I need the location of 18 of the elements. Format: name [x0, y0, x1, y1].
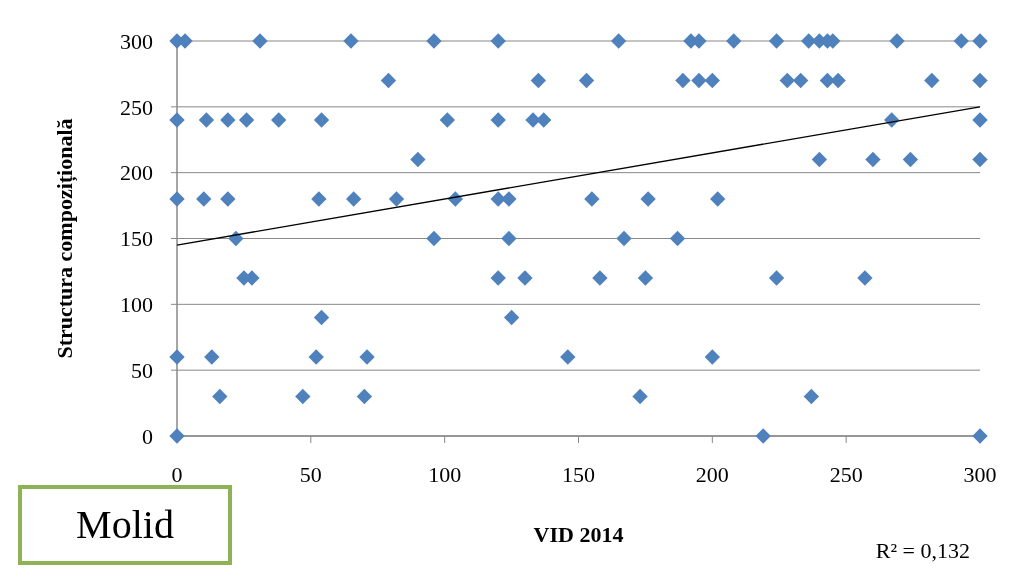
y-tick-label: 250	[120, 94, 153, 120]
y-tick-label: 0	[142, 423, 153, 449]
text: Molid	[76, 502, 174, 547]
y-tick-label: 300	[120, 28, 153, 54]
y-axis-title: Structura compozițională	[52, 118, 78, 359]
x-tick-label: 100	[428, 462, 462, 487]
y-tick-label: 200	[120, 160, 153, 186]
x-tick-label: 50	[299, 462, 322, 487]
x-axis-title: VID 2014	[533, 522, 624, 547]
y-tick-label: 50	[131, 357, 153, 383]
text: R² = 0,132	[875, 538, 970, 563]
x-tick-label: 150	[562, 462, 595, 487]
y-tick-label: 100	[120, 292, 153, 318]
y-tick-label: 150	[120, 226, 153, 252]
x-tick-label: 0	[171, 462, 183, 487]
x-tick-label: 250	[829, 462, 863, 487]
x-tick-label: 300	[963, 462, 997, 487]
x-tick-label: 200	[695, 462, 729, 487]
